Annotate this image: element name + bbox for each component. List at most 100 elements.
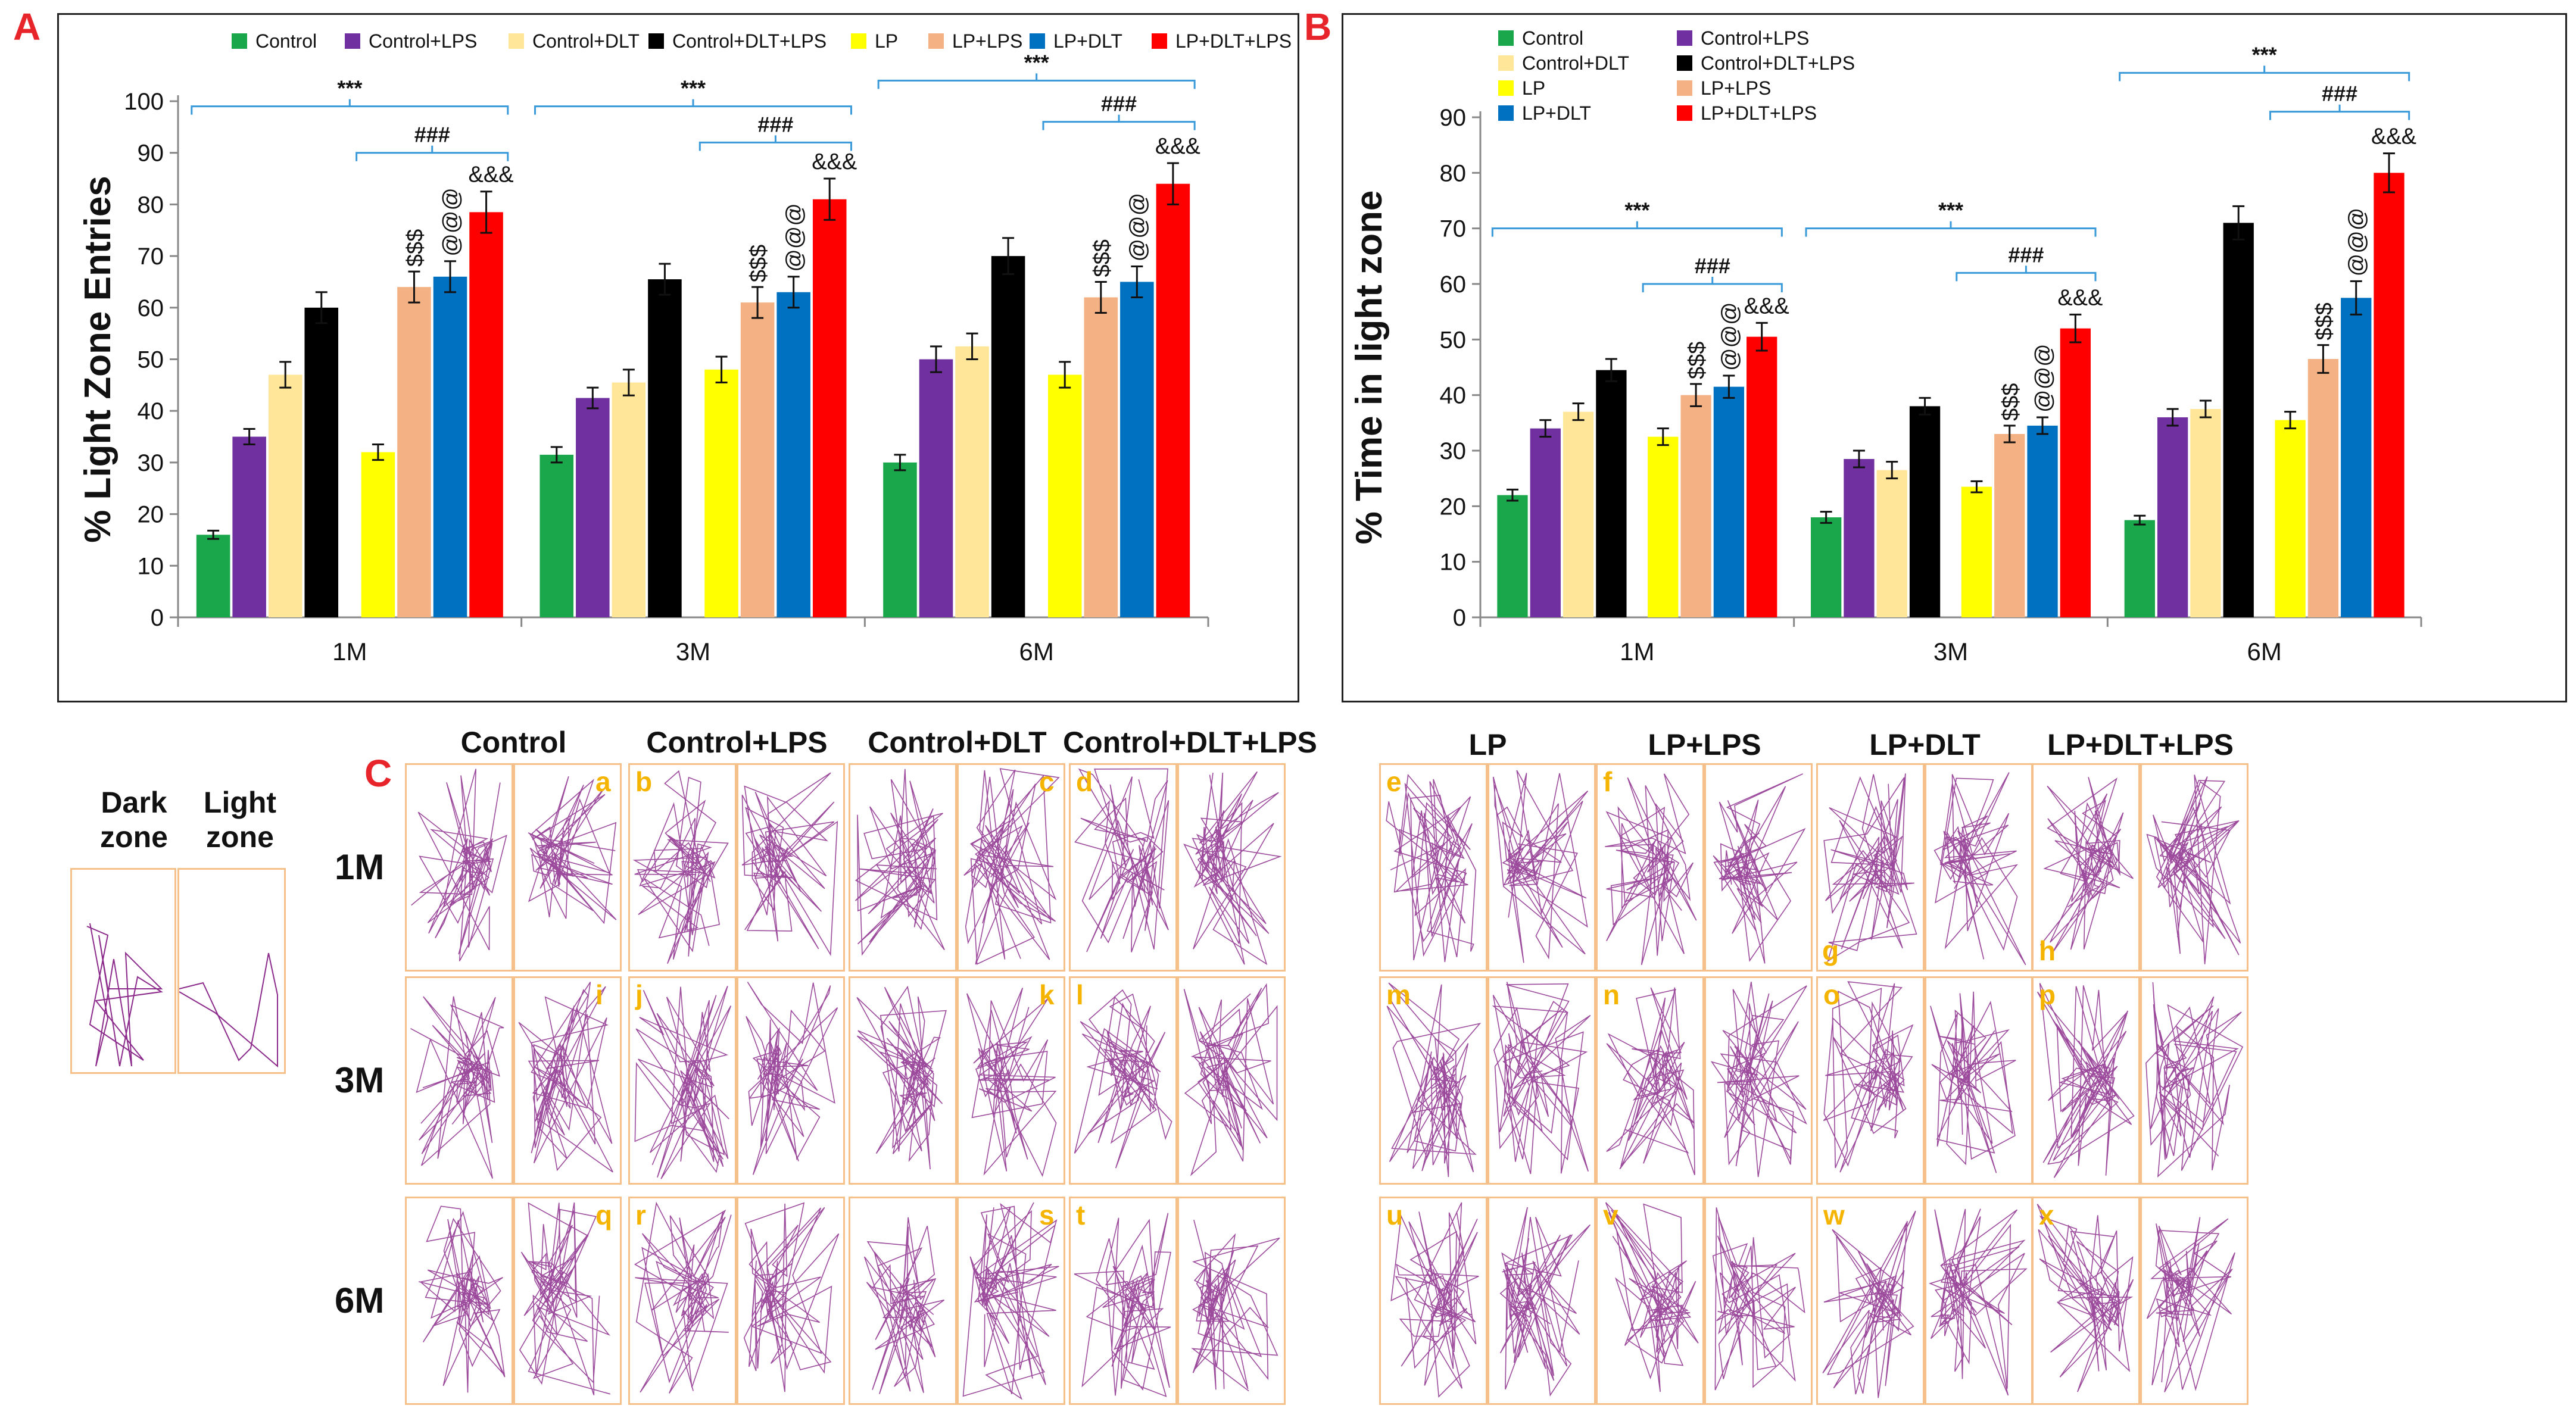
y-tick-label: 90 [138,140,164,167]
cell-letter: h [2039,935,2056,966]
bar-1-0 [1530,428,1561,617]
track-box-light [737,1197,845,1405]
chart-b-frame: 0 10 20 30 40 50 60 70 80 90 1M 3M 6M % Time in light… [1342,13,2567,702]
bar-1-1 [576,398,610,617]
tracking-path [863,1217,945,1394]
track-box-light [1925,1197,2033,1405]
zone-light-path [179,952,278,1068]
track-box-light [513,763,622,972]
significance-bracket [2119,71,2410,82]
tracking-path [1390,1202,1479,1398]
bar-1-0 [232,436,266,617]
bar-0-1 [1811,517,1842,617]
bracket-label: *** [1024,50,1049,74]
tracking-path [2146,1217,2235,1392]
significance-bracket [534,105,852,115]
track-box-dark [405,1197,513,1405]
tracking-path [1386,773,1477,963]
track-box-light [1487,1197,1596,1405]
zone-example-dark [70,868,176,1074]
bar-6-0 [1713,386,1745,617]
tracking-path-svg [1499,1207,1591,1397]
bar-5-0 [1680,395,1711,617]
tracking-path [419,1205,506,1393]
legend-swatch [1677,105,1692,121]
tracking-path [410,996,504,1179]
row-label-6m: 6M [335,1281,385,1320]
y-tick-label: 10 [1440,549,1467,576]
tracking-path [746,982,838,1175]
track-box-dark [405,763,513,972]
track-box-dark [849,976,957,1185]
group-label-control: Control [460,726,567,759]
zone-example-dark-path [86,923,163,1067]
group-label-control-lps: Control+LPS [646,726,828,759]
bracket-label: *** [337,76,362,101]
legend-swatch [345,33,360,49]
tracking-path-svg [1492,982,1591,1175]
tracking-path [2146,774,2241,964]
y-tick-label: 40 [138,398,164,424]
bar-annotation: &&& [469,163,514,188]
tracking-path [1930,991,2016,1173]
track-box-light [1177,976,1286,1185]
legend-label: Control+DLT+LPS [672,30,827,52]
x-tick-label: 6M [1019,638,1053,666]
bar-annotation: $$$ [2312,302,2337,340]
significance-bracket [1642,283,1783,292]
tracking-path [1823,773,1917,963]
bar-2-2 [2190,409,2221,617]
bar-annotation: $$$ [1685,342,1710,379]
tracking-path-svg [743,1202,840,1392]
bar-4-1 [704,369,738,617]
tracking-path-svg [2146,1217,2235,1392]
chart-a-frame: 0 10 20 30 40 50 60 70 80 90 100 1M 3M 6M % Light Zone… [57,13,1299,702]
track-box-light [2140,1197,2248,1405]
legend-swatch [1030,33,1045,49]
bar-annotation: &&& [1155,134,1200,159]
cell-letter: s [1039,1200,1055,1231]
tracking-path [741,772,838,957]
y-tick-label: 100 [124,89,164,115]
bar-2-0 [1563,411,1594,617]
track-box-light [2140,763,2248,972]
tracking-path-svg [632,770,729,964]
track-box-light [1177,1197,1286,1405]
track-box-dark [1596,976,1704,1185]
bar-3-2 [2223,223,2254,617]
tracking-path-svg [1183,771,1282,966]
bar-7-0 [469,212,503,617]
tracking-path [1606,987,1695,1175]
track-box-dark [849,1197,957,1405]
track-box-light [1487,763,1596,972]
bar-6-2 [1120,282,1154,617]
bar-7-1 [812,199,847,618]
bar-6-1 [776,292,810,617]
tracking-path [634,985,732,1179]
tracking-path [1183,771,1282,966]
tracking-path [1183,983,1278,1176]
track-box-dark [628,976,737,1185]
legend-swatch [648,33,664,49]
legend-label: LP+DLT [1053,30,1122,52]
cell-letter: d [1076,766,1093,797]
cell-letter: p [2039,979,2056,1010]
tracking-path-svg [2037,983,2135,1178]
y-tick-label: 40 [1440,383,1467,409]
legend-label: LP+DLT+LPS [1701,102,1817,124]
cell-letter: b [635,766,653,797]
significance-bracket [2269,111,2410,120]
cell-letter: m [1386,979,1411,1010]
y-tick-label: 20 [138,502,164,528]
cell-letter: w [1823,1200,1845,1231]
tracking-path-svg [1710,982,1807,1178]
track-box-light [1177,763,1286,972]
cell-letter: k [1039,979,1055,1010]
tracking-path [1074,1213,1171,1397]
significance-bracket [191,105,509,115]
bar-4-2 [1047,374,1082,617]
x-tick-label: 3M [676,638,710,666]
track-box-dark [2032,1197,2140,1405]
bar-3-0 [304,307,339,617]
tracking-path [1605,1202,1699,1392]
